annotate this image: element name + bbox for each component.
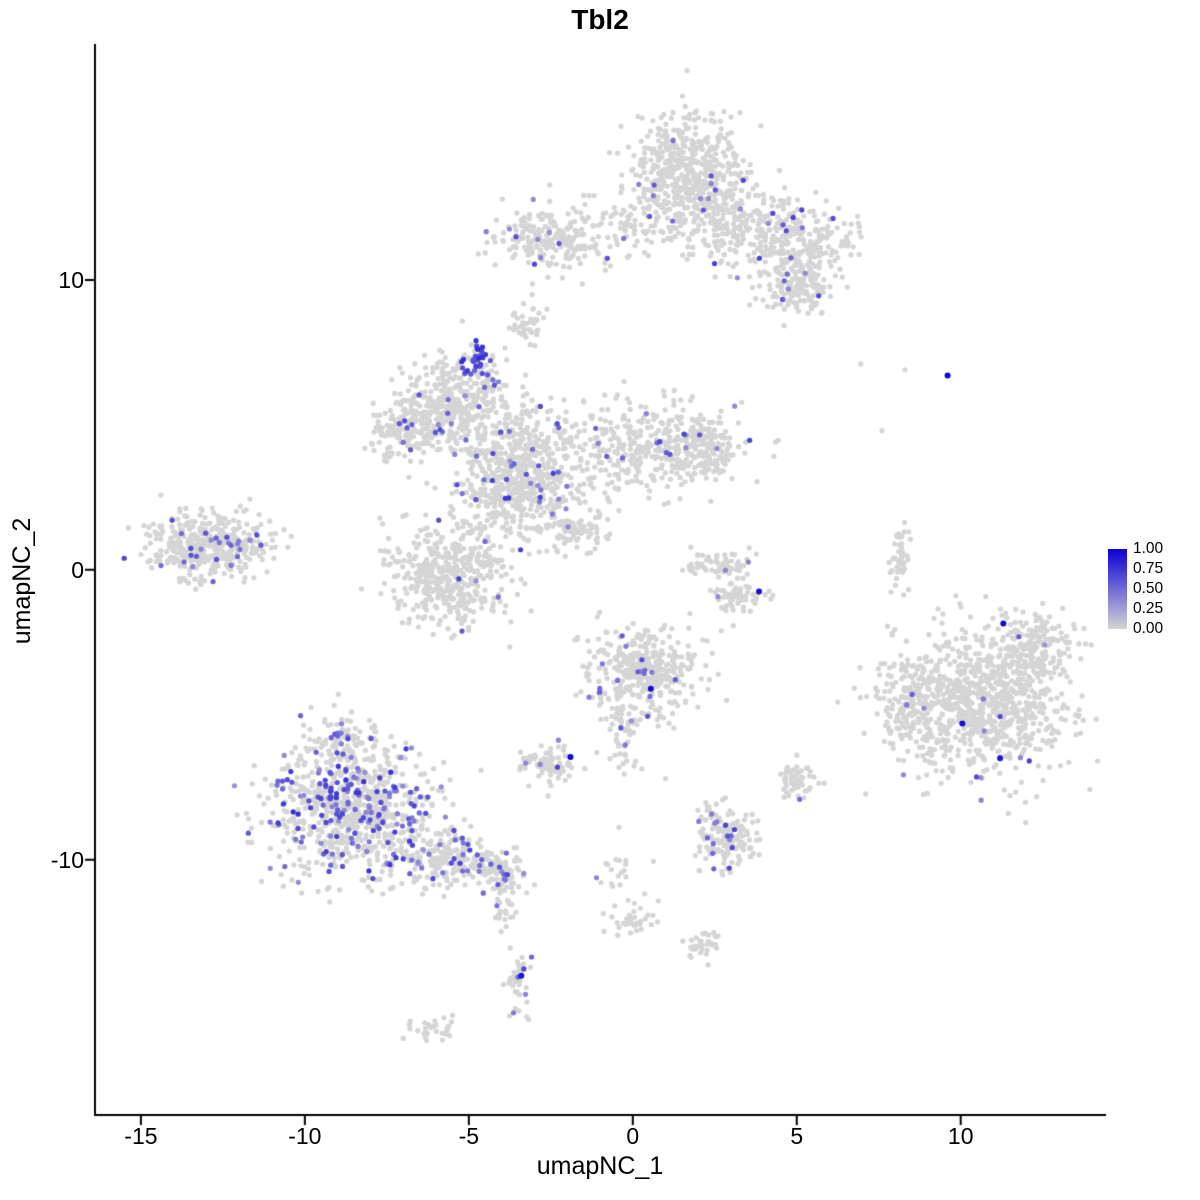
x-tick-label: -15 <box>124 1123 158 1149</box>
legend-tick-label: 0.25 <box>1133 600 1164 617</box>
chart-title: Tbl2 <box>571 4 629 35</box>
x-tick-label: -10 <box>288 1123 322 1149</box>
legend-tick-label: 0.50 <box>1133 580 1164 597</box>
legend-tick-label: 0.75 <box>1133 560 1164 577</box>
legend-tick-label: 0.00 <box>1133 620 1164 637</box>
x-tick-label: -5 <box>458 1123 480 1149</box>
legend-tick-label: 1.00 <box>1133 540 1164 557</box>
y-tick-label: 10 <box>58 266 84 293</box>
x-tick-label: 10 <box>947 1123 974 1149</box>
y-tick-label: 0 <box>71 556 84 583</box>
legend-gradient-bar <box>1108 549 1127 629</box>
x-tick-label: 5 <box>790 1123 804 1149</box>
color-legend: 1.00 0.75 0.50 0.25 0.00 <box>1108 540 1198 641</box>
x-tick-label: 0 <box>626 1123 640 1149</box>
x-axis-label: umapNC_1 <box>536 1152 664 1180</box>
y-tick-label: -10 <box>50 846 84 873</box>
